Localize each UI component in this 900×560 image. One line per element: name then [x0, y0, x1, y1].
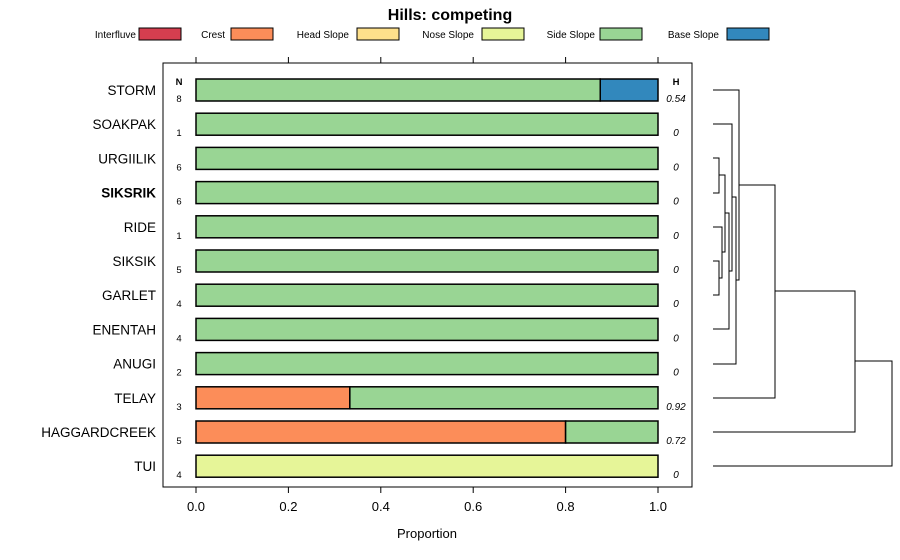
dendrogram: [713, 89, 893, 467]
n-value: 2: [176, 368, 181, 379]
dendrogram-link: [713, 226, 723, 279]
x-tick-label: 0.4: [372, 499, 390, 514]
h-value: 0: [673, 128, 679, 139]
bar-segment: [195, 386, 351, 410]
legend: Interfluve Crest Head Slope Nose Slope Side …: [95, 27, 770, 41]
legend-label: Nose Slope: [422, 30, 474, 41]
n-value: 6: [176, 197, 181, 208]
n-value: 1: [176, 128, 181, 139]
x-tick-label: 0.6: [464, 499, 482, 514]
legend-swatch: [599, 27, 643, 41]
h-column-header: H: [673, 77, 680, 88]
x-axis-label: Proportion: [397, 526, 457, 541]
bar-segment: [599, 78, 659, 102]
dendrogram-link: [713, 184, 776, 399]
bar-segment: [195, 454, 659, 478]
bar-row: ENENTAH 4 0: [92, 317, 679, 344]
legend-swatch: [726, 27, 770, 41]
h-value: 0: [673, 265, 679, 276]
category-label: ANUGI: [113, 357, 156, 372]
dendrogram-link: [713, 157, 720, 194]
bar-row: STORM 8 0.54: [107, 78, 686, 105]
bar-segment: [564, 420, 659, 444]
n-value: 6: [176, 162, 181, 173]
n-column-header: N: [176, 77, 183, 88]
legend-label: Base Slope: [668, 30, 720, 41]
category-label: TELAY: [114, 391, 156, 406]
category-label: SOAKPAK: [92, 117, 156, 132]
h-value: 0.72: [666, 436, 686, 447]
n-value: 4: [176, 470, 181, 481]
category-label: GARLET: [102, 288, 156, 303]
bar-row: SIKSRIK 6 0: [101, 180, 679, 208]
legend-label: Crest: [201, 30, 225, 41]
category-label: SIKSRIK: [101, 186, 156, 201]
n-value: 4: [176, 333, 181, 344]
h-value: 0: [673, 333, 679, 344]
bar-segment: [195, 351, 659, 376]
n-value: 8: [176, 94, 181, 105]
legend-swatch: [356, 27, 400, 41]
category-label: STORM: [107, 83, 156, 98]
bar-row: SIKSIK 5 0: [112, 249, 679, 276]
plot-frame: [162, 62, 693, 488]
bar-segment: [195, 249, 659, 273]
bar-segment: [195, 317, 659, 342]
x-tick-label: 0.8: [557, 499, 575, 514]
x-tick-label: 1.0: [649, 499, 667, 514]
bar-segment: [195, 283, 659, 307]
h-value: 0: [673, 162, 679, 173]
bar-segment: [195, 78, 601, 102]
bar-segment: [195, 180, 659, 205]
h-value: 0: [673, 470, 679, 481]
legend-swatch: [481, 27, 525, 41]
legend-swatch: [230, 27, 274, 41]
dendrogram-link: [713, 89, 740, 281]
h-value: 0.54: [666, 94, 686, 105]
n-value: 4: [176, 299, 181, 310]
bar-segment: [195, 215, 659, 239]
category-label: URGIILIK: [98, 151, 156, 166]
n-value: 1: [176, 231, 181, 242]
h-value: 0: [673, 368, 679, 379]
bar-segment: [349, 386, 659, 410]
bar-row: HAGGARDCREEK 5 0.72: [41, 420, 686, 447]
h-value: 0: [673, 299, 679, 310]
x-axis: 0.0 0.2 0.4 0.6 0.8 1.0: [187, 57, 667, 514]
dendrogram-link: [713, 260, 720, 296]
category-label: RIDE: [124, 220, 156, 235]
category-label: SIKSIK: [112, 254, 156, 269]
h-value: 0: [673, 231, 679, 242]
bar-row: RIDE 1 0: [124, 215, 679, 242]
bar-row: URGIILIK 6 0: [98, 146, 679, 173]
dendrogram-link: [713, 360, 893, 467]
chart-title: Hills: competing: [388, 7, 512, 24]
x-tick-label: 0.0: [187, 499, 205, 514]
bar-row: SOAKPAK 1 0: [92, 112, 679, 139]
n-value: 5: [176, 265, 181, 276]
category-label: ENENTAH: [92, 322, 156, 337]
bar-row: TELAY 3 0.92: [114, 386, 686, 413]
legend-label: Head Slope: [297, 30, 350, 41]
bar-segment: [195, 420, 567, 444]
x-tick-label: 0.2: [279, 499, 297, 514]
category-label: HAGGARDCREEK: [41, 425, 156, 440]
n-value: 3: [176, 402, 181, 413]
bar-row: ANUGI 2 0: [113, 351, 679, 379]
legend-swatch: [138, 27, 182, 41]
h-value: 0.92: [666, 402, 686, 413]
bar-row: TUI 4 0: [134, 454, 679, 481]
category-label: TUI: [134, 459, 156, 474]
bar-segment: [195, 146, 659, 171]
n-value: 5: [176, 436, 181, 447]
dendrogram-link: [713, 212, 730, 330]
legend-label: Side Slope: [547, 30, 596, 41]
h-value: 0: [673, 197, 679, 208]
dendrogram-link: [713, 290, 856, 433]
bar-row: GARLET 4 0: [102, 283, 679, 310]
legend-label: Interfluve: [95, 30, 137, 41]
bar-segment: [195, 112, 659, 136]
